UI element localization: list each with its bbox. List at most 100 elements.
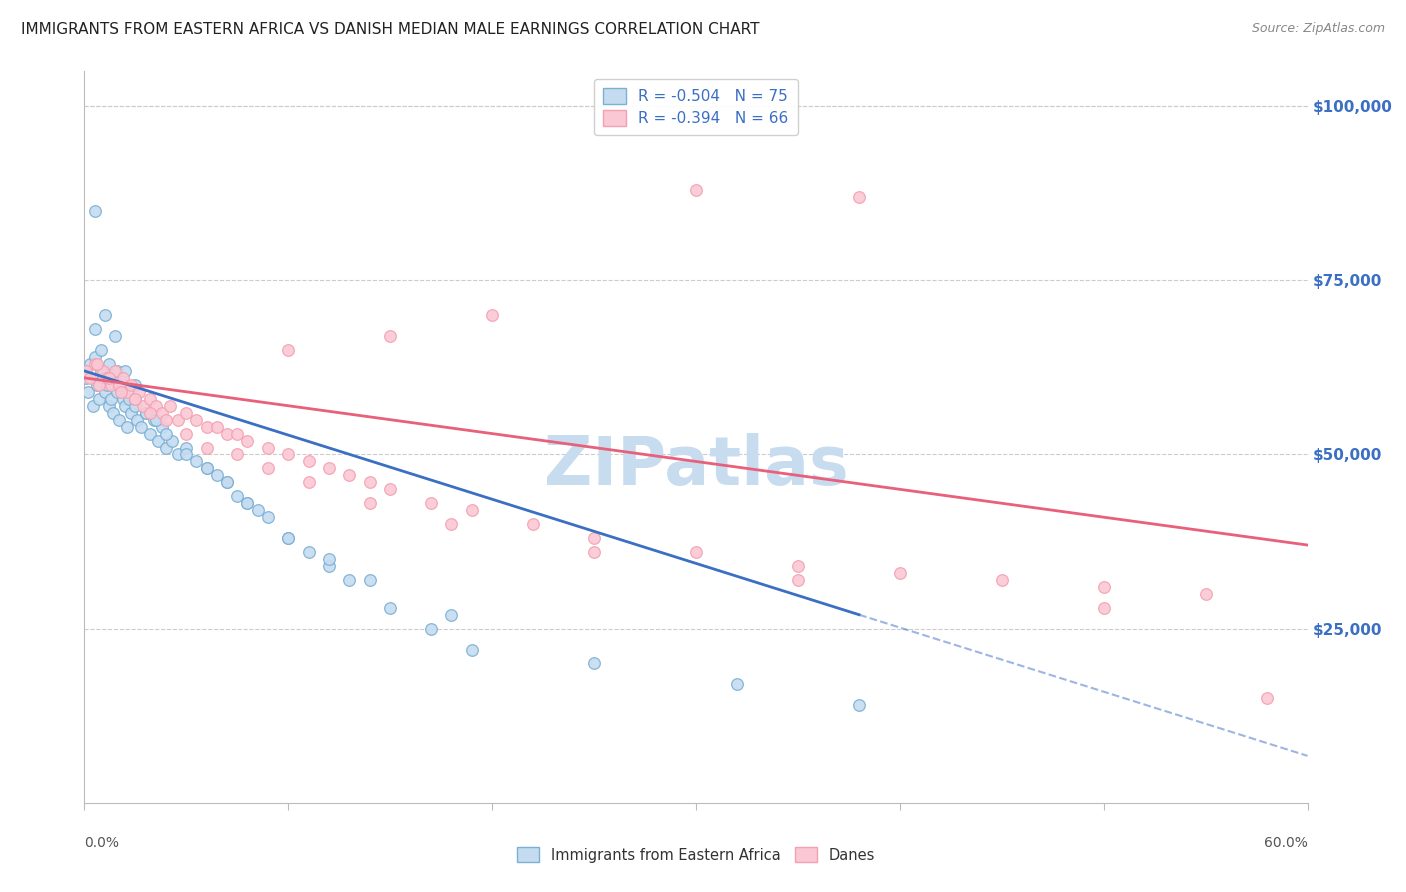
Point — [115, 384, 138, 399]
Point — [159, 399, 181, 413]
Point — [583, 657, 606, 671]
Point — [277, 448, 299, 462]
Point — [96, 371, 118, 385]
Point — [889, 566, 911, 580]
Point — [145, 412, 167, 426]
Point — [226, 489, 249, 503]
Point — [138, 406, 160, 420]
Point — [226, 426, 249, 441]
Point — [195, 419, 218, 434]
Point — [150, 406, 173, 420]
Point — [96, 377, 118, 392]
Point — [105, 384, 128, 399]
Text: Source: ZipAtlas.com: Source: ZipAtlas.com — [1251, 22, 1385, 36]
Point — [339, 468, 361, 483]
Point — [226, 448, 249, 462]
Point — [481, 308, 503, 322]
Point — [205, 419, 228, 434]
Point — [277, 531, 299, 545]
Point — [114, 399, 136, 413]
Point — [142, 412, 165, 426]
Point — [522, 517, 544, 532]
Point — [848, 190, 870, 204]
Point — [108, 377, 131, 392]
Point — [104, 364, 127, 378]
Point — [991, 573, 1014, 587]
Point — [135, 406, 157, 420]
Point — [124, 399, 146, 413]
Point — [1092, 600, 1115, 615]
Point — [160, 434, 183, 448]
Point — [186, 412, 208, 426]
Point — [97, 371, 120, 385]
Point — [75, 364, 97, 378]
Point — [90, 343, 112, 357]
Point — [380, 600, 402, 615]
Point — [75, 371, 97, 385]
Point — [195, 441, 218, 455]
Point — [583, 531, 606, 545]
Point — [318, 461, 340, 475]
Point — [97, 357, 120, 371]
Text: IMMIGRANTS FROM EASTERN AFRICA VS DANISH MEDIAN MALE EARNINGS CORRELATION CHART: IMMIGRANTS FROM EASTERN AFRICA VS DANISH… — [21, 22, 759, 37]
Point — [93, 384, 117, 399]
Point — [110, 384, 132, 399]
Point — [155, 426, 177, 441]
Point — [176, 448, 198, 462]
Point — [1092, 580, 1115, 594]
Point — [1195, 587, 1218, 601]
Point — [257, 441, 280, 455]
Point — [114, 364, 136, 378]
Point — [236, 434, 259, 448]
Point — [124, 392, 146, 406]
Point — [82, 399, 104, 413]
Point — [440, 517, 463, 532]
Point — [87, 377, 110, 392]
Point — [167, 412, 190, 426]
Point — [461, 503, 484, 517]
Point — [318, 558, 340, 573]
Point — [100, 377, 122, 392]
Point — [131, 419, 153, 434]
Point — [155, 412, 177, 426]
Point — [115, 419, 138, 434]
Point — [150, 419, 173, 434]
Point — [236, 496, 259, 510]
Point — [176, 426, 198, 441]
Point — [138, 426, 160, 441]
Point — [848, 698, 870, 713]
Point — [176, 441, 198, 455]
Point — [257, 461, 280, 475]
Point — [79, 357, 101, 371]
Point — [83, 350, 105, 364]
Point — [100, 392, 122, 406]
Point — [93, 308, 117, 322]
Point — [318, 552, 340, 566]
Point — [135, 406, 157, 420]
Point — [359, 475, 381, 490]
Point — [138, 392, 160, 406]
Point — [118, 392, 141, 406]
Point — [420, 496, 443, 510]
Point — [97, 399, 120, 413]
Point — [359, 573, 381, 587]
Point — [186, 454, 208, 468]
Point — [124, 377, 146, 392]
Point — [246, 503, 269, 517]
Point — [87, 392, 110, 406]
Point — [298, 545, 321, 559]
Point — [128, 384, 150, 399]
Point — [298, 475, 321, 490]
Point — [146, 434, 169, 448]
Point — [205, 468, 228, 483]
Point — [787, 558, 810, 573]
Point — [685, 545, 707, 559]
Point — [83, 357, 105, 371]
Point — [583, 545, 606, 559]
Point — [195, 461, 218, 475]
Point — [217, 475, 239, 490]
Point — [90, 364, 112, 378]
Point — [79, 371, 101, 385]
Point — [127, 412, 149, 426]
Point — [120, 377, 142, 392]
